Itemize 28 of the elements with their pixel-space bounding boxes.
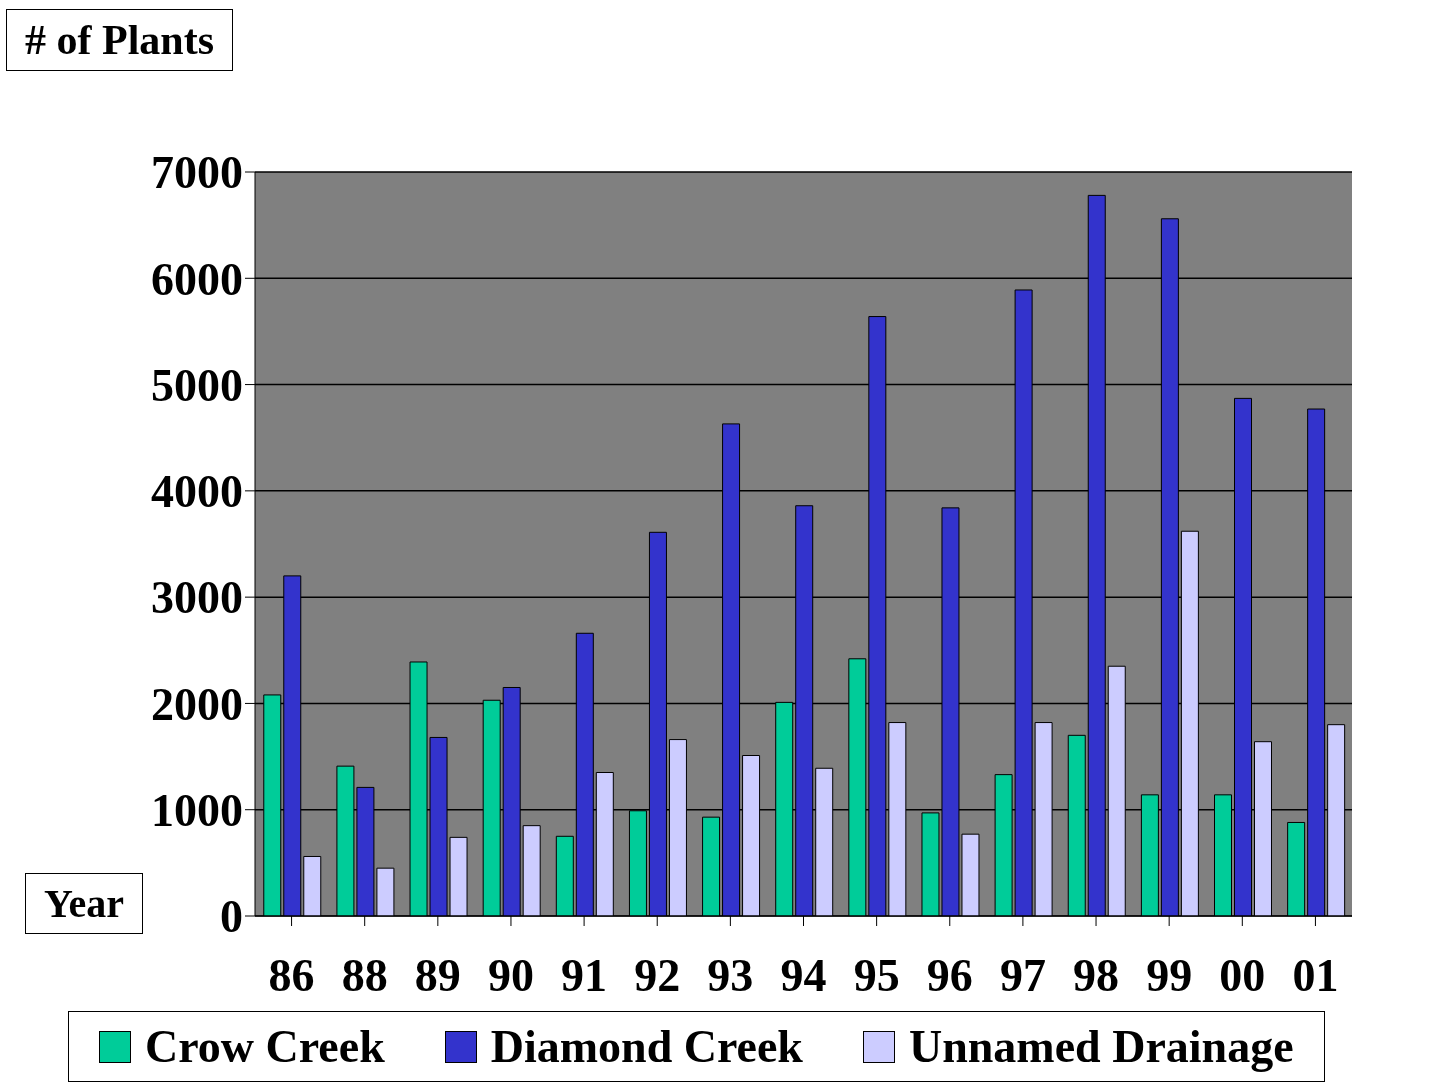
legend-label: Diamond Creek bbox=[490, 1020, 803, 1073]
x-tick-label: 98 bbox=[1073, 949, 1120, 1001]
x-tick-label: 91 bbox=[561, 949, 608, 1001]
x-tick-label: 90 bbox=[487, 949, 534, 1001]
x-tick-label: 95 bbox=[853, 949, 900, 1001]
y-axis-title: # of Plants bbox=[6, 9, 233, 71]
x-tick-label: 96 bbox=[926, 949, 973, 1001]
y-tick-label: 5000 bbox=[151, 359, 243, 411]
legend-label: Unnamed Drainage bbox=[908, 1020, 1294, 1073]
x-tick-label: 01 bbox=[1292, 949, 1339, 1001]
x-tick-label: 94 bbox=[780, 949, 827, 1001]
x-tick-label: 93 bbox=[707, 949, 754, 1001]
x-tick-label: 97 bbox=[999, 949, 1046, 1001]
y-tick-label: 0 bbox=[220, 891, 243, 943]
x-tick-label: 00 bbox=[1219, 949, 1266, 1001]
x-tick-label: 92 bbox=[634, 949, 681, 1001]
y-tick-label: 7000 bbox=[151, 147, 243, 199]
x-tick-label: 99 bbox=[1146, 949, 1193, 1001]
x-tick-label: 86 bbox=[268, 949, 315, 1001]
y-tick-label: 6000 bbox=[151, 253, 243, 305]
y-tick-label: 4000 bbox=[151, 466, 243, 518]
x-tick-label: 88 bbox=[341, 949, 388, 1001]
x-tick-label: 89 bbox=[414, 949, 461, 1001]
legend-label: Crow Creek bbox=[145, 1020, 385, 1073]
x-axis-title: Year bbox=[25, 873, 143, 934]
y-tick-label: 1000 bbox=[151, 785, 243, 837]
y-tick-label: 2000 bbox=[151, 678, 243, 730]
y-tick-label: 3000 bbox=[151, 572, 243, 624]
